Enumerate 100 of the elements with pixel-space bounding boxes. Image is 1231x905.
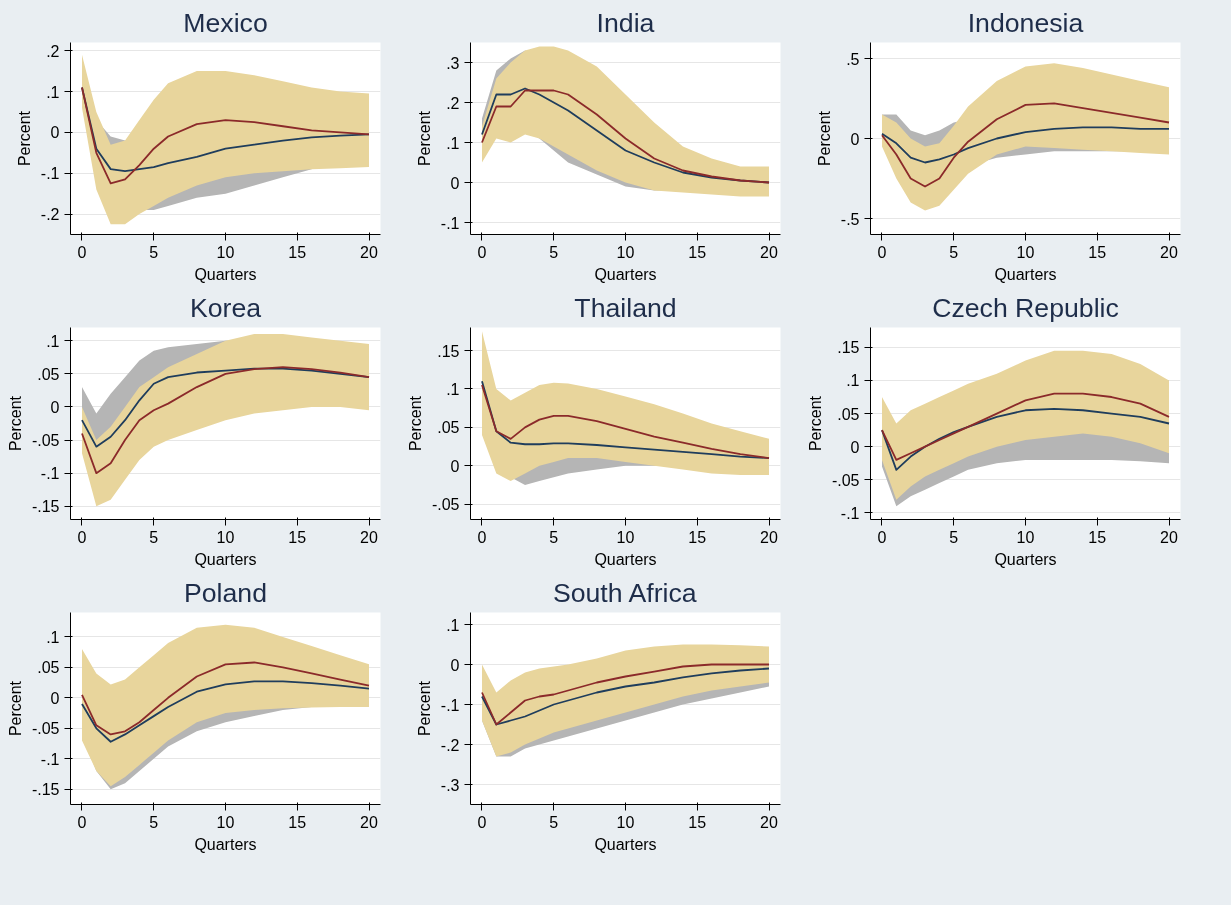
- x-tick-label: 15: [688, 528, 707, 546]
- x-tick-label: 10: [616, 243, 635, 261]
- x-tick-label: 10: [1016, 243, 1035, 261]
- x-tick-label: 20: [760, 243, 779, 261]
- chart-title: South Africa: [552, 577, 697, 608]
- x-tick-label: 15: [688, 813, 707, 831]
- x-axis-title: Quarters: [194, 835, 257, 853]
- y-tick-label: -.05: [831, 471, 860, 489]
- y-tick-label: -.1: [440, 696, 460, 714]
- x-tick-label: 15: [688, 243, 707, 261]
- x-axis-title: Quarters: [994, 265, 1057, 283]
- x-tick-label: 0: [477, 243, 487, 261]
- y-tick-label: .1: [446, 616, 460, 634]
- y-tick-label: 0: [50, 689, 60, 707]
- x-tick-label: 0: [877, 528, 887, 546]
- chart-title: Korea: [189, 292, 262, 323]
- y-tick-label: .1: [46, 83, 60, 101]
- x-tick-label: 20: [1160, 243, 1179, 261]
- y-tick-label: .2: [446, 94, 460, 112]
- y-axis-title: Percent: [415, 680, 433, 737]
- x-tick-label: 5: [549, 813, 559, 831]
- x-tick-label: 15: [288, 813, 307, 831]
- y-axis-title: Percent: [15, 110, 33, 167]
- x-tick-label: 5: [549, 528, 559, 546]
- chart-title: India: [596, 7, 655, 38]
- y-axis-title: Percent: [415, 110, 433, 167]
- x-axis-title: Quarters: [594, 265, 657, 283]
- y-tick-label: .1: [846, 372, 860, 390]
- x-tick-label: 20: [1160, 528, 1179, 546]
- y-tick-label: -.15: [31, 781, 60, 799]
- y-tick-label: .05: [37, 659, 60, 677]
- y-tick-label: -.15: [31, 498, 60, 516]
- x-tick-label: 10: [616, 528, 635, 546]
- y-tick-label: -.1: [40, 465, 60, 483]
- x-tick-label: 10: [616, 813, 635, 831]
- x-tick-label: 5: [549, 243, 559, 261]
- y-tick-label: -.1: [40, 165, 60, 183]
- y-tick-label: .1: [46, 332, 60, 350]
- y-tick-label: -.3: [440, 776, 460, 794]
- y-tick-label: -.05: [431, 496, 460, 514]
- x-tick-label: 5: [949, 528, 959, 546]
- x-axis-title: Quarters: [594, 550, 657, 568]
- y-tick-label: -.1: [440, 214, 460, 232]
- x-tick-label: 20: [360, 528, 379, 546]
- y-tick-label: .5: [846, 50, 860, 68]
- y-tick-label: 0: [450, 174, 460, 192]
- y-tick-label: -.2: [40, 206, 60, 224]
- y-tick-label: 0: [850, 130, 860, 148]
- y-tick-label: .3: [446, 54, 460, 72]
- y-tick-label: 0: [50, 124, 60, 142]
- y-tick-label: 0: [450, 457, 460, 475]
- y-axis-title: Percent: [6, 680, 24, 737]
- x-tick-label: 10: [216, 243, 235, 261]
- y-tick-label: .05: [37, 365, 60, 383]
- y-tick-label: .05: [837, 405, 860, 423]
- y-tick-label: .1: [446, 134, 460, 152]
- x-tick-label: 20: [760, 813, 779, 831]
- chart-title: Czech Republic: [932, 292, 1119, 323]
- y-tick-label: .1: [446, 380, 460, 398]
- y-tick-label: .15: [837, 339, 860, 357]
- y-axis-title: Percent: [406, 395, 424, 452]
- x-tick-label: 5: [949, 243, 959, 261]
- y-axis-title: Percent: [815, 110, 833, 167]
- x-tick-label: 5: [149, 528, 159, 546]
- x-tick-label: 0: [877, 243, 887, 261]
- chart-title: Thailand: [574, 292, 677, 323]
- x-tick-label: 20: [760, 528, 779, 546]
- x-tick-label: 0: [477, 528, 487, 546]
- y-tick-label: -.1: [40, 750, 60, 768]
- x-tick-label: 0: [477, 813, 487, 831]
- y-tick-label: -.5: [840, 210, 860, 228]
- x-tick-label: 0: [77, 813, 87, 831]
- x-tick-label: 15: [1088, 528, 1107, 546]
- x-tick-label: 5: [149, 813, 159, 831]
- y-tick-label: 0: [850, 438, 860, 456]
- x-tick-label: 0: [77, 243, 87, 261]
- chart-title: Poland: [184, 577, 268, 608]
- x-tick-label: 5: [149, 243, 159, 261]
- y-tick-label: .1: [46, 628, 60, 646]
- y-tick-label: .15: [437, 342, 460, 360]
- x-tick-label: 20: [360, 243, 379, 261]
- y-tick-label: -.05: [31, 720, 60, 738]
- y-tick-label: .2: [46, 42, 60, 60]
- y-tick-label: -.1: [840, 504, 860, 522]
- y-tick-label: .05: [437, 419, 460, 437]
- chart-title: Mexico: [183, 7, 268, 38]
- x-axis-title: Quarters: [594, 835, 657, 853]
- y-tick-label: 0: [50, 398, 60, 416]
- x-tick-label: 0: [77, 528, 87, 546]
- x-tick-label: 20: [360, 813, 379, 831]
- x-tick-label: 15: [288, 528, 307, 546]
- x-axis-title: Quarters: [994, 550, 1057, 568]
- y-tick-label: -.05: [31, 432, 60, 450]
- y-tick-label: 0: [450, 656, 460, 674]
- x-tick-label: 15: [1088, 243, 1107, 261]
- y-axis-title: Percent: [6, 395, 24, 452]
- x-tick-label: 10: [1016, 528, 1035, 546]
- x-axis-title: Quarters: [194, 550, 257, 568]
- x-tick-label: 10: [216, 528, 235, 546]
- y-axis-title: Percent: [806, 395, 824, 452]
